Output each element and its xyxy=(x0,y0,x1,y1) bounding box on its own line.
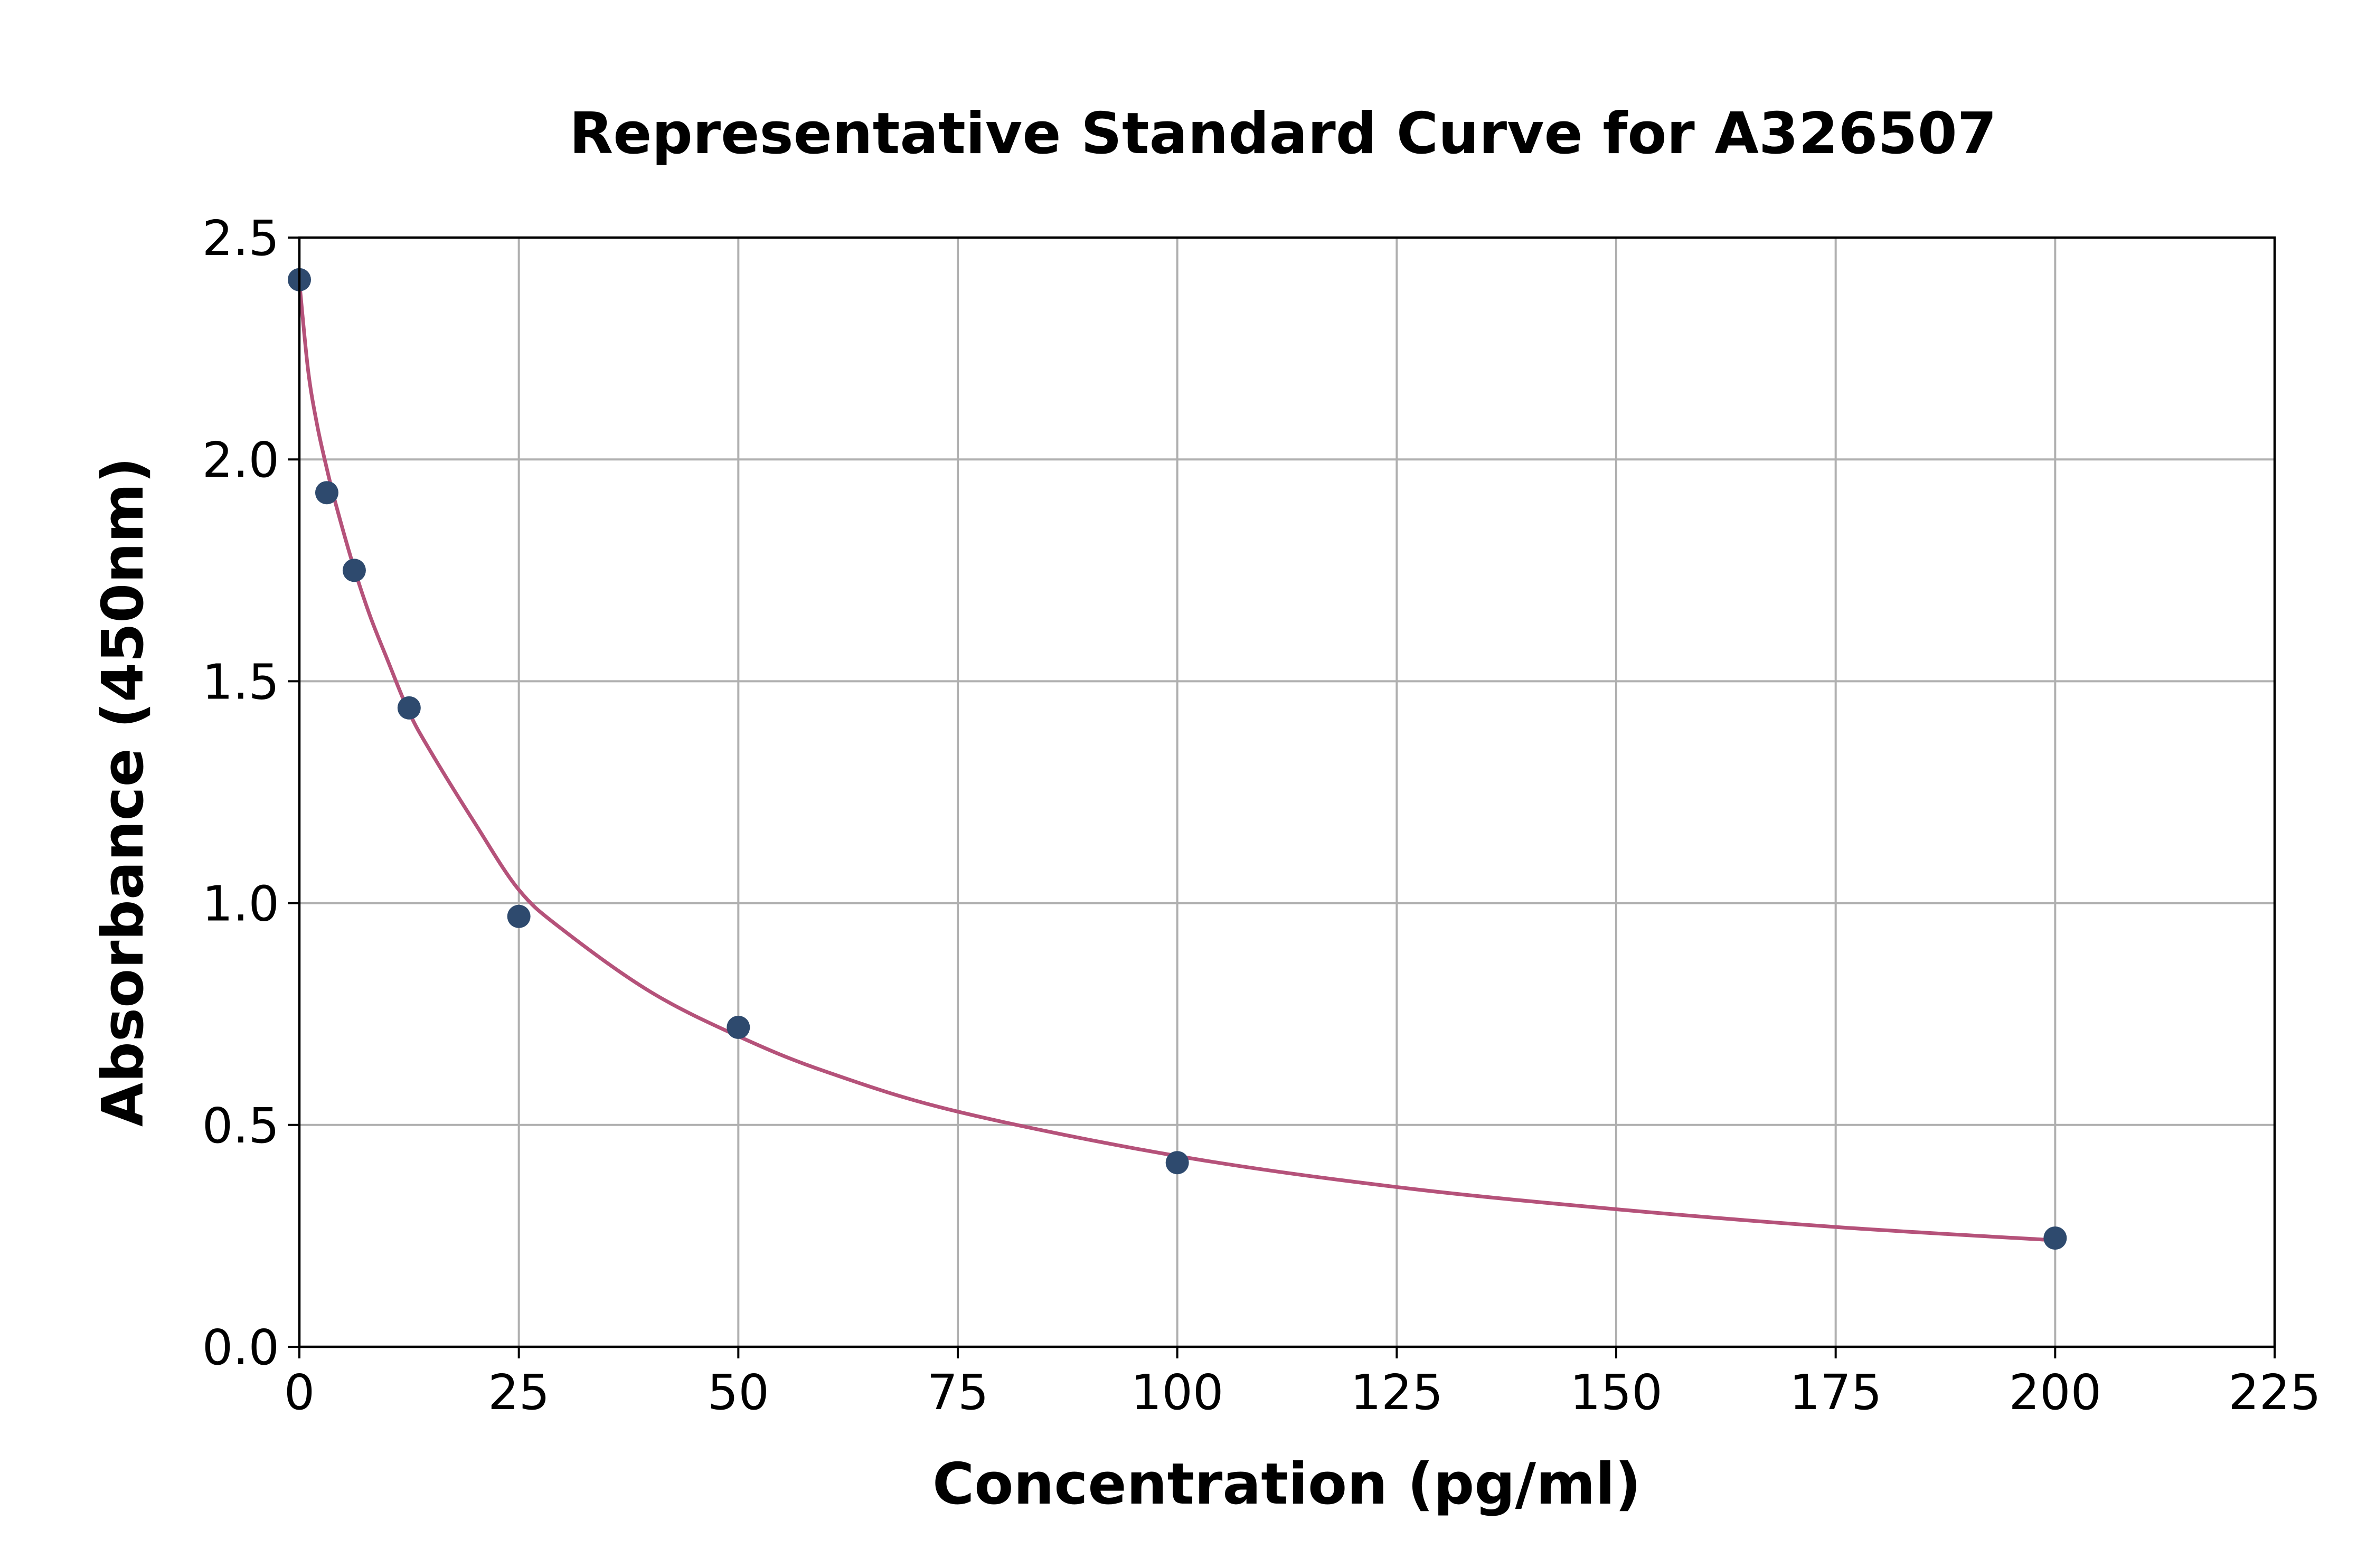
data-point xyxy=(397,696,421,720)
x-axis-ticks: 0 25 50 75 100 125 150 175 200 225 xyxy=(284,1347,2321,1421)
y-tick-label: 1.0 xyxy=(202,876,279,932)
x-tick-label: 25 xyxy=(488,1364,550,1421)
data-point xyxy=(2043,1226,2067,1250)
x-tick-label: 200 xyxy=(2009,1364,2102,1421)
y-tick-label: 1.5 xyxy=(202,654,279,710)
fit-curve-layer xyxy=(297,280,2057,1242)
data-point xyxy=(1165,1151,1189,1175)
fit-curve-line xyxy=(297,280,2057,1242)
x-tick-label: 125 xyxy=(1351,1364,1444,1421)
data-point xyxy=(727,1015,750,1039)
data-point xyxy=(315,481,338,505)
x-axis-label: Concentration (pg/ml) xyxy=(932,1451,1641,1517)
y-axis-ticks: 0.0 0.5 1.0 1.5 2.0 2.5 xyxy=(202,210,299,1376)
data-point xyxy=(507,904,531,928)
x-tick-label: 100 xyxy=(1131,1364,1224,1421)
x-tick-label: 75 xyxy=(927,1364,988,1421)
x-tick-label: 150 xyxy=(1570,1364,1663,1421)
x-tick-label: 225 xyxy=(2228,1364,2321,1421)
x-tick-label: 0 xyxy=(284,1364,315,1421)
y-tick-label: 0.0 xyxy=(202,1319,279,1376)
x-tick-label: 175 xyxy=(1789,1364,1882,1421)
y-tick-label: 0.5 xyxy=(202,1098,279,1154)
data-points-layer xyxy=(288,268,2067,1250)
y-tick-label: 2.0 xyxy=(202,432,279,488)
y-axis-label: Absorbance (450nm) xyxy=(90,457,156,1127)
data-point xyxy=(342,559,366,582)
x-tick-label: 50 xyxy=(708,1364,769,1421)
y-tick-label: 2.5 xyxy=(202,210,279,267)
chart-title: Representative Standard Curve for A32650… xyxy=(569,101,1997,167)
plot-frame xyxy=(298,236,2276,1348)
